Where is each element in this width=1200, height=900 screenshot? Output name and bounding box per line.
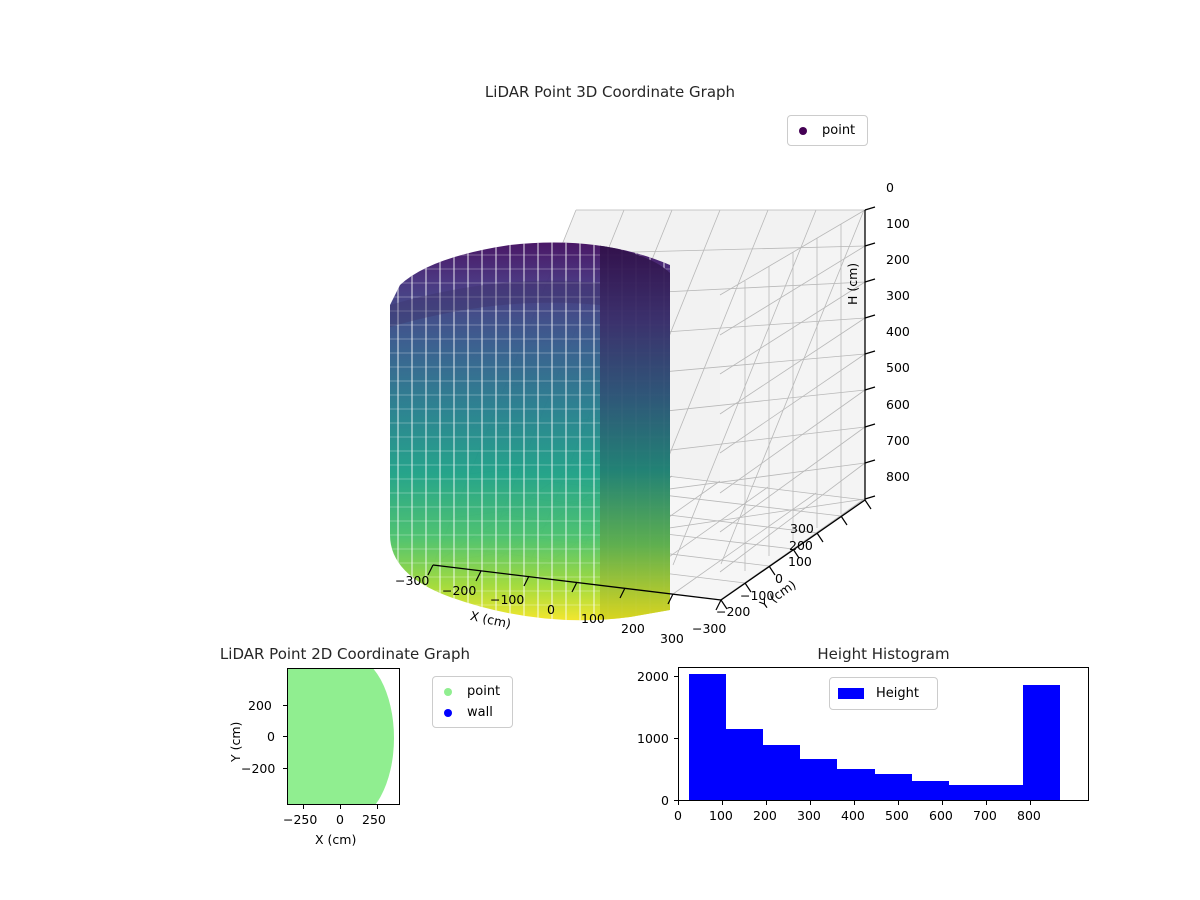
scatter2d-xaxis-label: X (cm)	[315, 832, 357, 847]
histogram-xtickmark-8	[1030, 801, 1031, 805]
scatter3d-ytick-3: 0	[775, 571, 783, 586]
legend-item-wall[interactable]: wall	[435, 702, 510, 723]
scatter3d-ytick-0: −300	[692, 621, 727, 636]
histogram-xtick-2: 200	[753, 808, 777, 823]
histogram-bar	[688, 674, 726, 800]
histogram-xtick-7: 700	[973, 808, 997, 823]
legend-item-point[interactable]: point	[435, 681, 510, 702]
scatter2d-xtickmark-1	[340, 805, 341, 809]
scatter3d-ytick-1: −200	[716, 604, 751, 619]
histogram-xtickmark-7	[986, 801, 987, 805]
histogram-bar	[800, 758, 838, 800]
scatter3d-zaxis-label: H (cm)	[845, 262, 860, 305]
histogram-xtickmark-2	[766, 801, 767, 805]
scatter2d-axes[interactable]	[287, 668, 400, 805]
scatter3d-xtick-5: 200	[621, 621, 645, 636]
histogram-bar	[986, 785, 1024, 800]
scatter3d-ytick-2: −100	[740, 588, 775, 603]
scatter3d-ztick-7: 700	[886, 433, 910, 448]
histogram-xtick-8: 800	[1017, 808, 1041, 823]
scatter3d-ztick-8: 800	[886, 469, 910, 484]
legend-label-wall: wall	[467, 705, 493, 720]
histogram-bar	[911, 780, 949, 800]
histogram-xtickmark-3	[810, 801, 811, 805]
histogram-xtick-3: 300	[797, 808, 821, 823]
scatter3d-xtick-3: 0	[547, 602, 555, 617]
histogram-ytick-1: 1000	[637, 731, 669, 746]
scatter3d-xtick-1: −200	[442, 583, 477, 598]
point-marker-icon	[435, 687, 461, 696]
x-tickmarks	[427, 564, 722, 611]
histogram-ytickmark-2	[674, 676, 678, 677]
scatter2d-ytick-1: 0	[267, 729, 275, 744]
scatter3d-xtick-2: −100	[490, 592, 525, 607]
histogram-bar	[948, 785, 987, 800]
scatter3d-ytick-4: 100	[788, 554, 812, 569]
scatter2d-ytickmark-1	[283, 736, 287, 737]
histogram-bar	[874, 774, 912, 800]
scatter2d-yaxis-label: Y (cm)	[228, 721, 243, 762]
scatter3d-ztick-5: 500	[886, 360, 910, 375]
histogram-xtickmark-4	[854, 801, 855, 805]
histogram-xtick-6: 600	[929, 808, 953, 823]
scatter3d-xtick-6: 300	[660, 631, 684, 646]
scatter2d-title: LiDAR Point 2D Coordinate Graph	[219, 645, 471, 663]
scatter3d-canvas	[390, 206, 876, 621]
scatter3d-ztick-0: 0	[886, 180, 894, 195]
histogram-xtick-4: 400	[841, 808, 865, 823]
scatter3d-ytick-5: 200	[789, 538, 813, 553]
point-region-bulge	[302, 669, 394, 804]
histogram-xtick-5: 500	[885, 808, 909, 823]
z-tickmarks	[864, 206, 876, 500]
scatter3d-ztick-4: 400	[886, 324, 910, 339]
scatter3d-xtick-4: 100	[581, 611, 605, 626]
scatter3d-ztick-1: 100	[886, 216, 910, 231]
scatter2d-legend[interactable]: point wall	[432, 676, 514, 728]
scatter2d-xtickmark-2	[377, 805, 378, 809]
scatter2d-ytickmark-0	[283, 705, 287, 706]
histogram-title: Height Histogram	[817, 645, 950, 663]
histogram-xtick-1: 100	[709, 808, 733, 823]
histogram-xtick-0: 0	[674, 808, 682, 823]
scatter2d-xtickmark-0	[303, 805, 304, 809]
histogram-bar	[1023, 685, 1061, 800]
scatter2d-ytick-2: −200	[241, 761, 276, 776]
histogram-ytick-0: 0	[661, 793, 669, 808]
histogram-bar	[837, 768, 875, 800]
histogram-legend[interactable]: Height	[829, 677, 938, 710]
histogram-ytick-2: 2000	[637, 669, 669, 684]
legend-label-point: point	[822, 123, 856, 138]
height-swatch-icon	[838, 688, 864, 699]
legend-item-height[interactable]: Height	[838, 683, 929, 704]
scatter2d-ytickmark-2	[283, 768, 287, 769]
scatter2d-xtick-2: 250	[362, 812, 386, 827]
y-tickmarks	[720, 499, 872, 610]
histogram-ytickmark-0	[674, 800, 678, 801]
scatter3d-ztick-2: 200	[886, 252, 910, 267]
scatter3d-legend[interactable]: point	[787, 115, 869, 146]
histogram-xtickmark-1	[722, 801, 723, 805]
point-marker-icon	[790, 126, 816, 135]
histogram-xtickmark-5	[898, 801, 899, 805]
scatter2d-xtick-0: −250	[283, 812, 318, 827]
scatter3d-ytick-6: 300	[790, 521, 814, 536]
scatter3d-ztick-3: 300	[886, 288, 910, 303]
histogram-bar	[762, 744, 801, 800]
scatter3d-axes[interactable]	[300, 105, 920, 650]
histogram-xtickmark-0	[678, 801, 679, 805]
histogram-ytickmark-1	[674, 738, 678, 739]
point-cloud	[390, 242, 670, 621]
histogram-bar	[725, 729, 763, 800]
scatter3d-xtick-0: −300	[395, 573, 430, 588]
legend-label-height: Height	[876, 686, 919, 701]
legend-item-point[interactable]: point	[790, 120, 865, 141]
scatter3d-ztick-6: 600	[886, 397, 910, 412]
wall-marker-icon	[435, 708, 461, 717]
legend-label-point: point	[467, 684, 501, 699]
scatter2d-xtick-1: 0	[336, 812, 344, 827]
scatter2d-ytick-0: 200	[248, 698, 272, 713]
histogram-xtickmark-6	[942, 801, 943, 805]
scatter3d-title: LiDAR Point 3D Coordinate Graph	[484, 83, 736, 101]
